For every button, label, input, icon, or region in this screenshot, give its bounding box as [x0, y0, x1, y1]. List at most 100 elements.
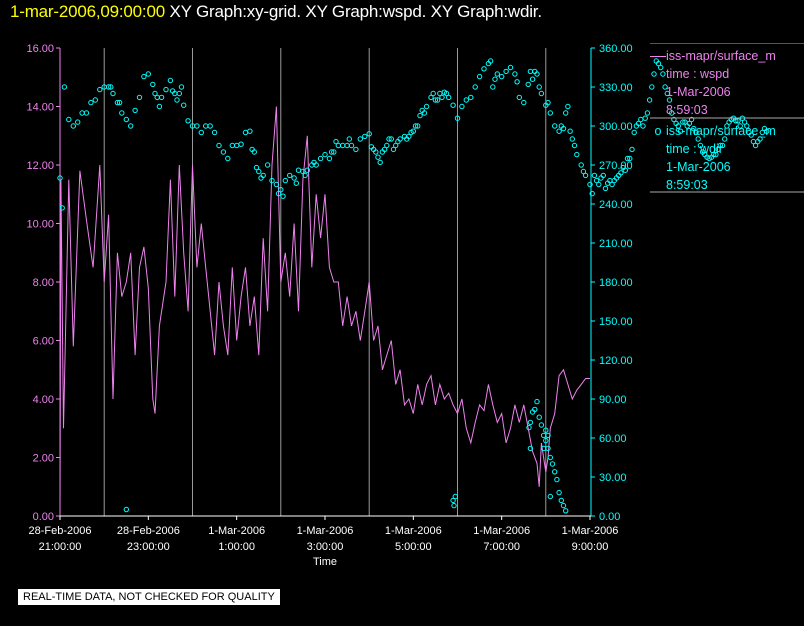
wdir-point	[658, 64, 664, 71]
wdir-point	[487, 58, 494, 64]
y-right-tick-label: 60.00	[599, 433, 627, 445]
wdir-point	[529, 76, 536, 82]
legend-wspd-name: iss-mapr/surface_m	[650, 47, 804, 65]
wdir-point	[253, 164, 260, 171]
wdir-point	[295, 167, 302, 173]
y-right-tick-label: 360.00	[599, 43, 633, 55]
wdir-point	[741, 119, 748, 125]
x-tick-label-date: 1-Mar-2006	[562, 525, 619, 537]
wdir-point	[340, 142, 346, 149]
wdir-point	[417, 112, 423, 119]
wdir-point	[662, 84, 668, 90]
legend-wspd-var: time : wspd	[666, 67, 730, 81]
wdir-point	[377, 159, 383, 166]
wdir-point	[434, 97, 441, 103]
wdir-point	[638, 116, 644, 123]
wdir-point	[397, 136, 403, 142]
x-tick-label-date: 28-Feb-2006	[117, 525, 180, 537]
wdir-point	[543, 427, 549, 433]
wdir-point	[514, 79, 520, 85]
y-left-tick-label: 2.00	[33, 453, 54, 465]
y-right-tick-label: 90.00	[599, 394, 627, 406]
wdir-point	[563, 110, 569, 116]
wdir-point	[260, 172, 266, 179]
wdir-point	[238, 141, 244, 147]
wdir-point	[439, 94, 445, 101]
y-left-tick-label: 16.00	[26, 43, 54, 55]
y-left-tick-label: 14.00	[26, 102, 54, 114]
title-timestamp: 1-mar-2006,09:00:00	[10, 2, 165, 21]
wdir-point	[556, 128, 562, 134]
wdir-point	[432, 97, 439, 103]
wdir-point	[556, 489, 562, 496]
wdir-point	[567, 128, 573, 134]
wdir-point	[744, 123, 750, 129]
wdir-point	[629, 146, 635, 153]
wdir-point	[203, 123, 209, 129]
wdir-point	[660, 71, 666, 77]
wdir-point	[108, 84, 114, 90]
y-right-tick-label: 120.00	[599, 355, 633, 367]
legend-entry-wdir: o iss-mapr/surface_m time : wdir 1-Mar-20…	[650, 122, 804, 194]
wdir-point	[88, 99, 94, 106]
wdir-point	[459, 103, 465, 110]
wdir-point	[677, 128, 684, 134]
wdir-point	[452, 493, 458, 500]
legend-wspd-time: 8:59:03	[666, 103, 708, 117]
wdir-point	[552, 469, 558, 475]
wdir-point	[565, 103, 571, 110]
wdir-point	[543, 437, 549, 444]
wdir-point	[560, 502, 567, 509]
wdir-point	[423, 103, 430, 110]
wdir-point	[75, 119, 81, 125]
wdir-point	[331, 149, 337, 155]
wdir-point	[602, 185, 609, 192]
wdir-point	[748, 132, 754, 138]
wdir-point	[492, 76, 498, 82]
wdir-point	[291, 175, 297, 181]
wdir-point	[393, 142, 399, 149]
wdir-point	[242, 129, 249, 136]
legend-circle-icon: o	[654, 124, 662, 138]
wdir-point	[644, 110, 651, 116]
wdir-point	[406, 133, 412, 140]
wdir-point	[114, 99, 121, 106]
wdir-point	[764, 128, 770, 134]
wdir-point	[207, 123, 213, 129]
wdir-point	[651, 71, 657, 77]
wdir-point	[640, 123, 646, 129]
wdir-point	[649, 84, 655, 90]
wdir-point	[688, 116, 695, 123]
wdir-point	[547, 454, 553, 461]
wdir-point	[194, 123, 200, 129]
wdir-point	[386, 136, 392, 142]
wdir-point	[328, 149, 335, 155]
wdir-point	[375, 154, 381, 160]
wdir-point	[525, 81, 531, 88]
wdir-point	[119, 110, 125, 116]
wdir-point	[713, 151, 719, 158]
wdir-point	[451, 502, 457, 509]
wdir-point	[322, 151, 328, 158]
wdir-point	[174, 97, 180, 103]
wdir-point	[468, 94, 474, 101]
wdir-point	[181, 102, 187, 108]
wdir-point	[578, 162, 584, 168]
wdir-point	[123, 506, 130, 513]
wdir-point	[680, 119, 686, 125]
wdir-point	[481, 66, 487, 72]
wdir-point	[538, 422, 545, 428]
wdir-point	[326, 155, 333, 162]
wdir-point	[156, 103, 163, 110]
wdir-point	[609, 181, 615, 188]
wdir-point	[220, 149, 227, 155]
wdir-point	[450, 102, 456, 108]
wdir-point	[225, 155, 231, 162]
wdir-point	[59, 205, 65, 211]
wdir-point	[317, 155, 324, 162]
x-tick-label-time: 3:00:00	[307, 541, 344, 553]
chart-title: 1-mar-2006,09:00:00 XY Graph:xy-grid. XY…	[10, 2, 542, 22]
wdir-point	[247, 128, 253, 134]
wdir-point	[571, 142, 578, 149]
y-left-tick-label: 0.00	[33, 511, 54, 523]
